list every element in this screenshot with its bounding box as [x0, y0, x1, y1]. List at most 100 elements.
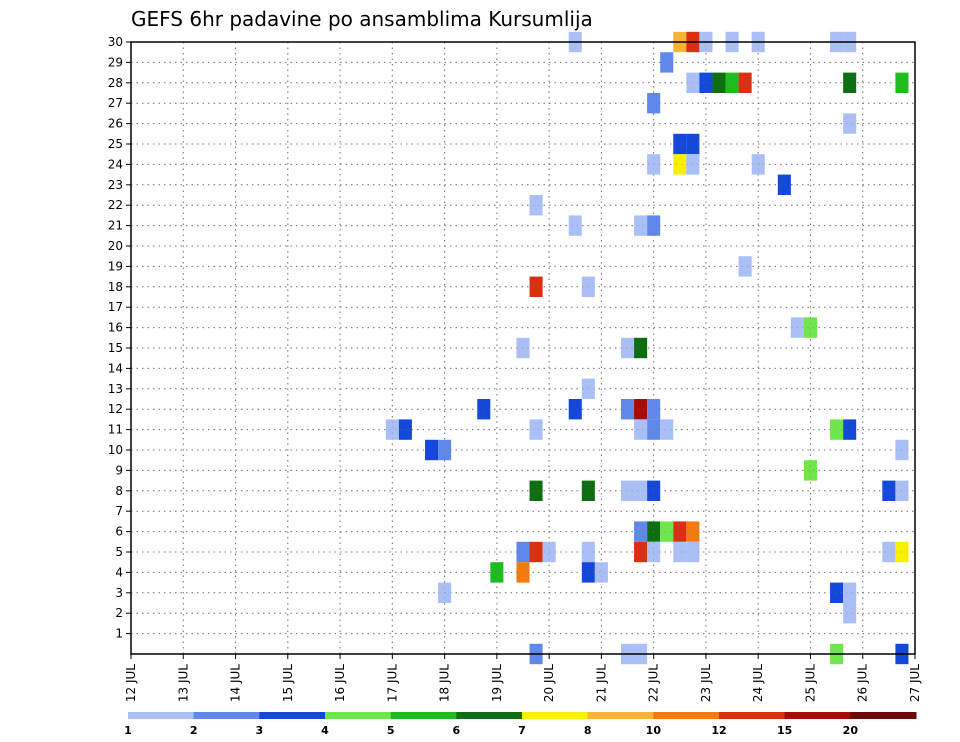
heatmap-cell: [647, 541, 661, 563]
heatmap-cell: [673, 154, 687, 175]
y-tick-label: 19: [108, 259, 123, 273]
heatmap-cell: [751, 154, 765, 175]
heatmap-cell: [398, 419, 412, 440]
heatmap-cell: [568, 215, 582, 236]
heatmap-cell: [581, 378, 595, 399]
legend-swatch: [390, 712, 457, 719]
legend-label: 10: [646, 724, 662, 737]
heatmap-cell: [830, 419, 844, 440]
heatmap-cell: [830, 582, 844, 603]
heatmap-cell: [895, 541, 909, 563]
x-axis-ticks: 12 JUL 13 JUL 14 JUL 15 JUL 16 JUL 17 JUL 18 J…: [124, 654, 922, 702]
color-legend: 1 2 3 4 5 6 7 8 10 12 15 20: [124, 712, 917, 737]
heatmap-cell: [647, 399, 661, 420]
heatmap-cell: [529, 480, 543, 501]
heatmap-cell: [425, 439, 439, 461]
y-tick-label: 18: [108, 280, 123, 294]
y-tick-label: 25: [108, 137, 123, 151]
legend-label: 8: [584, 724, 592, 737]
x-tick-label: 12 JUL: [124, 664, 138, 702]
y-tick-label: 29: [108, 55, 123, 69]
heatmap-cell: [529, 195, 543, 216]
heatmap-cell: [634, 521, 648, 542]
y-tick-label: 24: [108, 157, 123, 171]
heatmap-cell: [686, 72, 700, 93]
x-tick-label: 19 JUL: [490, 664, 504, 702]
heatmap-cell: [790, 317, 804, 338]
y-tick-label: 10: [108, 443, 123, 457]
y-tick-label: 12: [108, 402, 123, 416]
heatmap-cell: [895, 72, 909, 93]
heatmap-cell: [803, 460, 817, 481]
y-tick-label: 2: [115, 606, 123, 620]
heatmap-cell: [634, 480, 648, 501]
x-tick-label: 13 JUL: [176, 664, 190, 702]
heatmap-cell: [647, 215, 661, 236]
heatmap-cell: [647, 154, 661, 175]
y-tick-label: 14: [108, 361, 123, 375]
legend-swatch: [587, 712, 654, 719]
heatmap-cell: [634, 399, 648, 420]
legend-label: 1: [124, 724, 132, 737]
heatmap-cell: [529, 419, 543, 440]
x-tick-label: 21 JUL: [594, 664, 608, 702]
legend-swatch: [128, 712, 195, 719]
heatmap-cell: [895, 439, 909, 461]
legend-label: 20: [843, 724, 859, 737]
x-tick-label: 20 JUL: [542, 664, 556, 702]
y-tick-label: 3: [115, 586, 123, 600]
legend-swatch: [784, 712, 851, 719]
heatmap-cell: [477, 399, 491, 420]
heatmap-cell: [529, 276, 543, 297]
x-tick-label: 23 JUL: [699, 664, 713, 702]
heatmap-cell: [542, 541, 556, 563]
y-tick-label: 11: [108, 423, 123, 437]
x-tick-label: 14 JUL: [229, 664, 243, 702]
heatmap-cell: [647, 93, 661, 114]
heatmap-cell: [673, 521, 687, 542]
heatmap-cell: [621, 480, 635, 501]
heatmap-cell: [621, 399, 635, 420]
heatmap-cell: [634, 215, 648, 236]
heatmap-cell: [686, 521, 700, 542]
heatmap-cell: [660, 419, 674, 440]
y-tick-label: 23: [108, 178, 123, 192]
y-tick-label: 17: [108, 300, 123, 314]
heatmap-cell: [673, 541, 687, 563]
heatmap-cell: [581, 541, 595, 563]
legend-swatch: [259, 712, 326, 719]
legend-label: 4: [321, 724, 329, 737]
heatmap-cell: [843, 113, 857, 134]
y-tick-label: 4: [115, 565, 123, 579]
x-tick-label: 17 JUL: [385, 664, 399, 702]
heatmap-cell: [686, 541, 700, 563]
heatmap-cell: [738, 72, 752, 93]
x-tick-label: 27 JUL: [908, 664, 922, 702]
heatmap-cell: [568, 399, 582, 420]
x-tick-label: 18 JUL: [438, 664, 452, 702]
y-axis-ticks: 1234567891011121314151617181920212223242…: [108, 35, 131, 641]
heatmap-cell: [634, 337, 648, 359]
legend-label: 2: [190, 724, 198, 737]
heatmap-cell: [516, 562, 530, 583]
heatmap-cell: [895, 480, 909, 501]
y-tick-label: 5: [115, 545, 123, 559]
y-tick-label: 15: [108, 341, 123, 355]
y-tick-label: 20: [108, 239, 123, 253]
heatmap-cell: [581, 480, 595, 501]
heatmap-cell: [738, 256, 752, 277]
heatmap-cell: [803, 317, 817, 338]
heatmap-cell: [581, 276, 595, 297]
y-tick-label: 13: [108, 382, 123, 396]
grid-overlay: [130, 41, 916, 654]
chart-title: GEFS 6hr padavine po ansamblima Kursumli…: [131, 7, 593, 31]
heatmap-cell: [843, 582, 857, 603]
heatmap-cell: [516, 337, 530, 359]
heatmap-cell: [647, 480, 661, 501]
legend-label: 5: [387, 724, 395, 737]
legend-label: 6: [453, 724, 461, 737]
legend-swatch: [522, 712, 589, 719]
y-tick-label: 7: [115, 504, 123, 518]
heatmap-cell: [438, 582, 452, 603]
